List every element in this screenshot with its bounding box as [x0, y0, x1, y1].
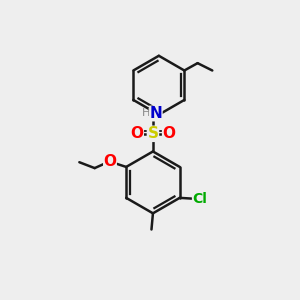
Text: S: S [147, 126, 158, 141]
Text: O: O [103, 154, 116, 169]
Text: N: N [149, 106, 162, 121]
Text: Cl: Cl [192, 192, 207, 206]
Text: O: O [163, 126, 176, 141]
Text: H: H [142, 109, 151, 118]
Text: O: O [130, 126, 143, 141]
